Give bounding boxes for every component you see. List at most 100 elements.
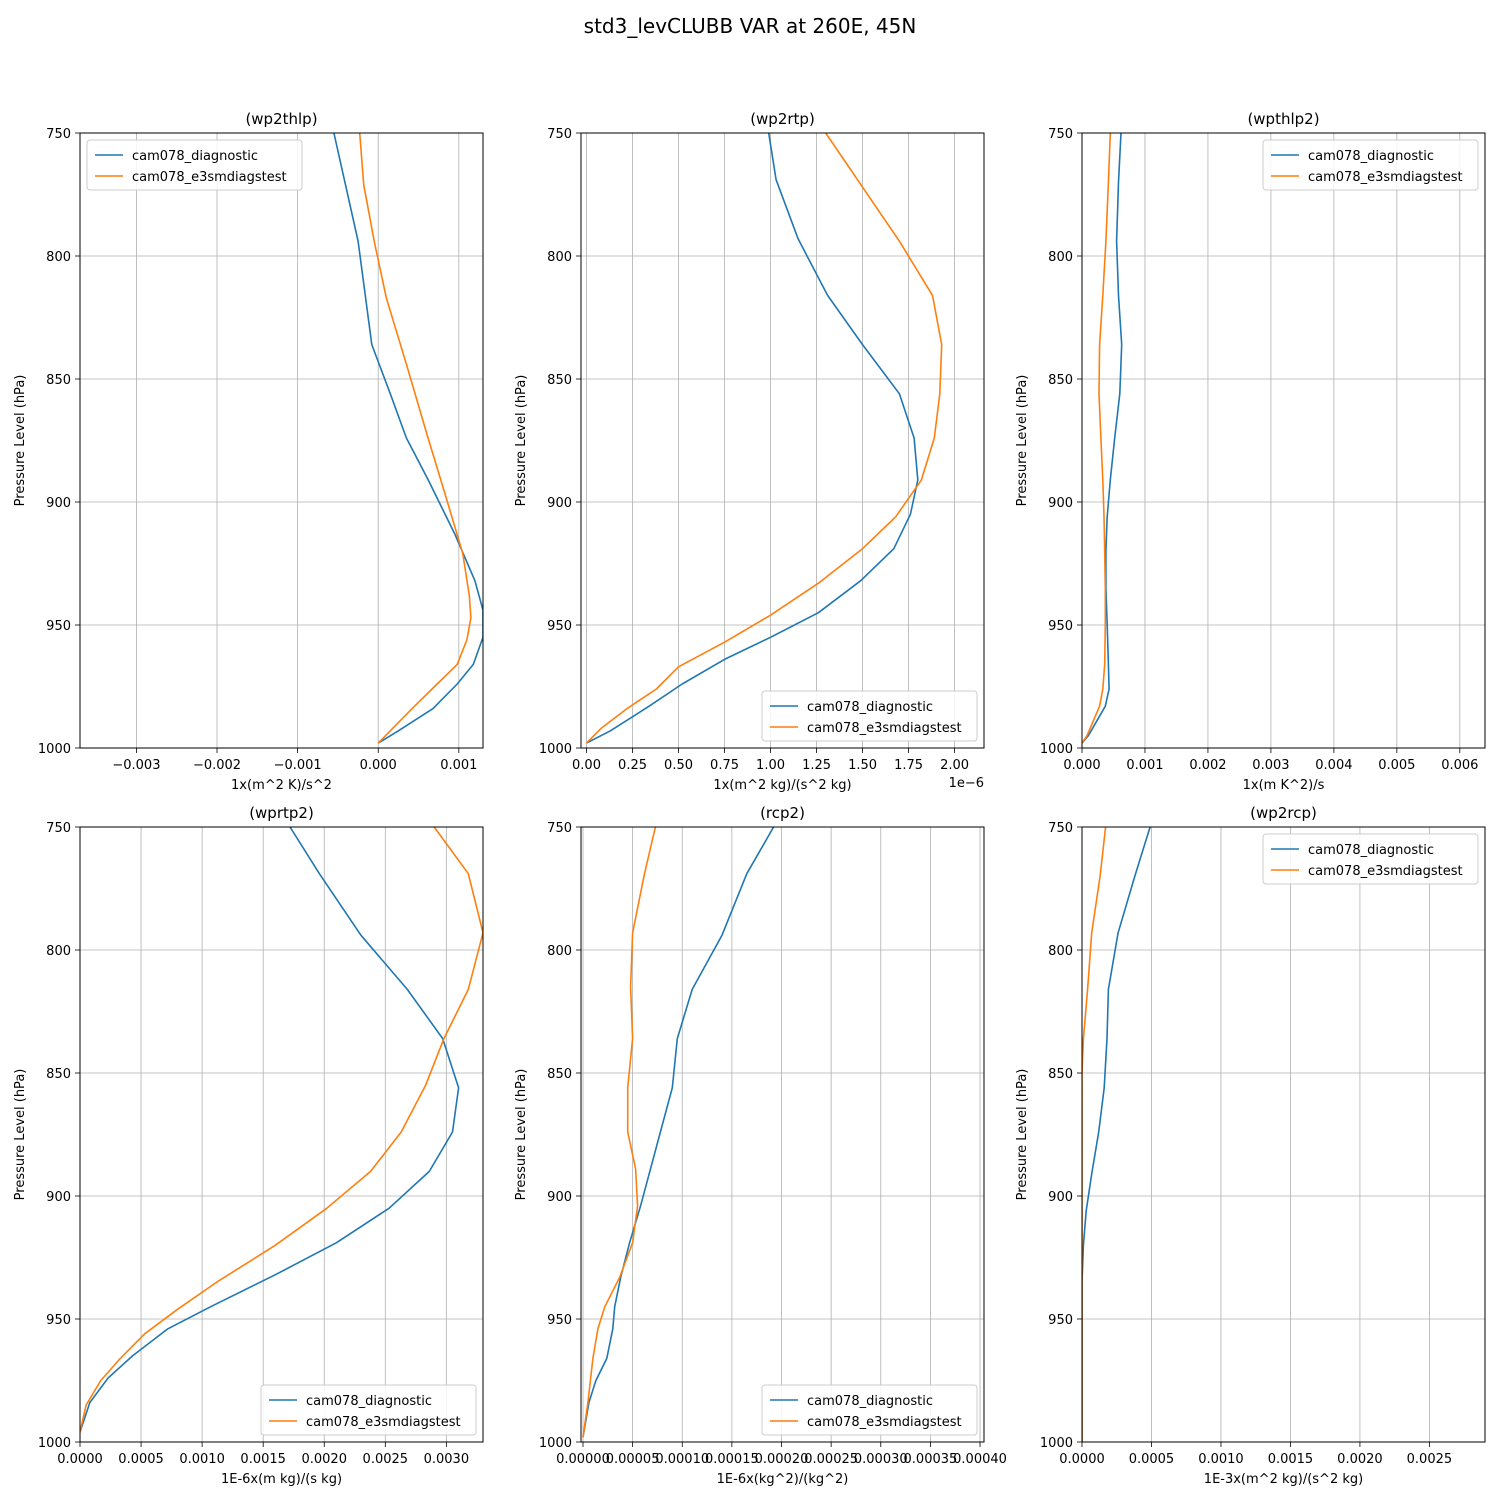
x-offset-text: 1e−6 [949,776,984,791]
y-tick-label: 950 [1048,619,1073,634]
x-tick-label: 0.00030 [854,1452,908,1467]
x-tick-label: −0.002 [193,758,241,773]
legend-label: cam078_e3smdiagstest [132,170,287,185]
y-axis-label: Pressure Level (hPa) [1015,375,1030,507]
y-tick-label: 950 [1048,1313,1073,1328]
y-tick-label: 900 [1048,496,1073,511]
plot-frame [79,132,484,749]
legend-label: cam078_diagnostic [807,700,933,715]
x-tick-label: 0.0000 [1059,1452,1105,1467]
y-axis-label: Pressure Level (hPa) [1015,1069,1030,1201]
x-tick-label: 0.00015 [705,1452,759,1467]
panel-5: 0.000000.000050.000100.000150.000200.000… [514,804,1007,1487]
legend-box [1262,833,1479,885]
legend: cam078_diagnostic cam078_e3smdiagstest [260,1384,477,1436]
x-axis-label: 1E-6x(kg^2)/(kg^2) [717,1472,849,1487]
x-tick-label: 0.0005 [118,1452,164,1467]
legend: cam078_diagnostic cam078_e3smdiagstest [1262,139,1479,191]
x-tick-label: 0.0000 [57,1452,103,1467]
y-tick-label: 800 [1048,250,1073,265]
legend-label: cam078_diagnostic [1308,149,1434,164]
series-line-diagnostic [582,827,775,1438]
x-tick-label: 0.0020 [301,1452,347,1467]
y-tick-label: 850 [46,373,71,388]
plot-frame [1081,826,1486,1443]
series-line-e3smdiagstest [358,133,472,744]
y-tick-label: 1000 [539,1436,572,1451]
y-tick-label: 800 [547,944,572,959]
x-tick-label: 0.00010 [655,1452,709,1467]
x-axis-label: 1x(m^2 kg)/(s^2 kg) [713,778,851,793]
x-tick-label: 1.75 [894,758,923,773]
x-tick-label: 0.001 [440,758,477,773]
y-tick-label: 750 [547,821,572,836]
panel-title: (wp2rtp) [750,110,815,128]
legend-label: cam078_e3smdiagstest [807,721,962,736]
x-tick-label: 0.0010 [1198,1452,1244,1467]
y-tick-label: 850 [1048,373,1073,388]
x-tick-label: 0.0025 [1407,1452,1453,1467]
y-tick-label: 850 [547,373,572,388]
plot-frame [580,826,985,1443]
y-tick-label: 950 [547,619,572,634]
x-tick-label: 0.00005 [606,1452,660,1467]
y-tick-label: 750 [1048,127,1073,142]
legend-box [761,1384,978,1436]
x-axis-label: 1E-3x(m^2 kg)/(s^2 kg) [1204,1472,1363,1487]
panel-title: (wprtp2) [249,804,314,822]
y-tick-label: 750 [46,821,71,836]
x-tick-label: 0.00025 [804,1452,858,1467]
legend-label: cam078_diagnostic [306,1394,432,1409]
series-line-diagnostic [1082,133,1123,744]
panel-4: 0.0000 0.0005 0.0010 0.0015 0.0020 0.0025 0.00… [13,804,484,1487]
panel-title: (wp2thlp) [245,110,317,128]
y-tick-label: 900 [547,496,572,511]
x-tick-label: −0.003 [112,758,160,773]
x-tick-label: 0.00020 [755,1452,809,1467]
legend-label: cam078_e3smdiagstest [807,1415,962,1430]
panel-2: 0.00 0.25 0.50 0.75 1.00 1.25 1.50 1.75 2.00 750 8… [514,110,985,793]
x-tick-label: 0.006 [1441,758,1478,773]
x-tick-label: 0.75 [710,758,739,773]
legend-box [86,139,303,191]
series-line-e3smdiagstest [585,133,943,744]
plot-frame [79,826,484,1443]
series-line-e3smdiagstest [80,827,483,1433]
x-axis-label: 1x(m^2 K)/s^2 [231,778,332,793]
x-tick-label: −0.001 [274,758,322,773]
legend-label: cam078_e3smdiagstest [1308,170,1463,185]
x-tick-label: 0.0015 [240,1452,286,1467]
legend-box [1262,139,1479,191]
panel-title: (wp2rcp) [1250,804,1317,822]
panel-title: (wpthlp2) [1247,110,1319,128]
legend: cam078_diagnostic cam078_e3smdiagstest [761,1384,978,1436]
panel-3: 0.000 0.001 0.002 0.003 0.004 0.005 0.006 750 80… [1015,110,1486,793]
x-tick-label: 0.00035 [904,1452,958,1467]
y-tick-label: 800 [46,250,71,265]
y-tick-label: 900 [547,1190,572,1205]
series-line-diagnostic [586,133,919,744]
x-tick-label: 0.004 [1315,758,1352,773]
y-tick-label: 800 [547,250,572,265]
x-axis-label: 1x(m K^2)/s [1243,778,1325,793]
legend: cam078_diagnostic cam078_e3smdiagstest [1262,833,1479,885]
x-tick-label: 0.001 [1126,758,1163,773]
legend-box [260,1384,477,1436]
x-tick-label: 0.0020 [1337,1452,1383,1467]
legend-label: cam078_diagnostic [807,1394,933,1409]
y-tick-label: 1000 [1040,742,1073,757]
legend-label: cam078_diagnostic [1308,843,1434,858]
series-line-e3smdiagstest [1082,827,1107,1442]
y-tick-label: 900 [46,496,71,511]
legend-label: cam078_e3smdiagstest [306,1415,461,1430]
plot-frame [580,132,985,749]
figure-title: std3_levCLUBB VAR at 260E, 45N [583,14,917,38]
y-tick-label: 850 [1048,1067,1073,1082]
x-tick-label: 0.0015 [1268,1452,1314,1467]
x-tick-label: 0.50 [664,758,693,773]
x-tick-label: 1.25 [802,758,831,773]
y-tick-label: 750 [46,127,71,142]
y-axis-label: Pressure Level (hPa) [514,1069,529,1201]
series-line-diagnostic [333,133,483,744]
x-tick-label: 0.0005 [1129,1452,1175,1467]
